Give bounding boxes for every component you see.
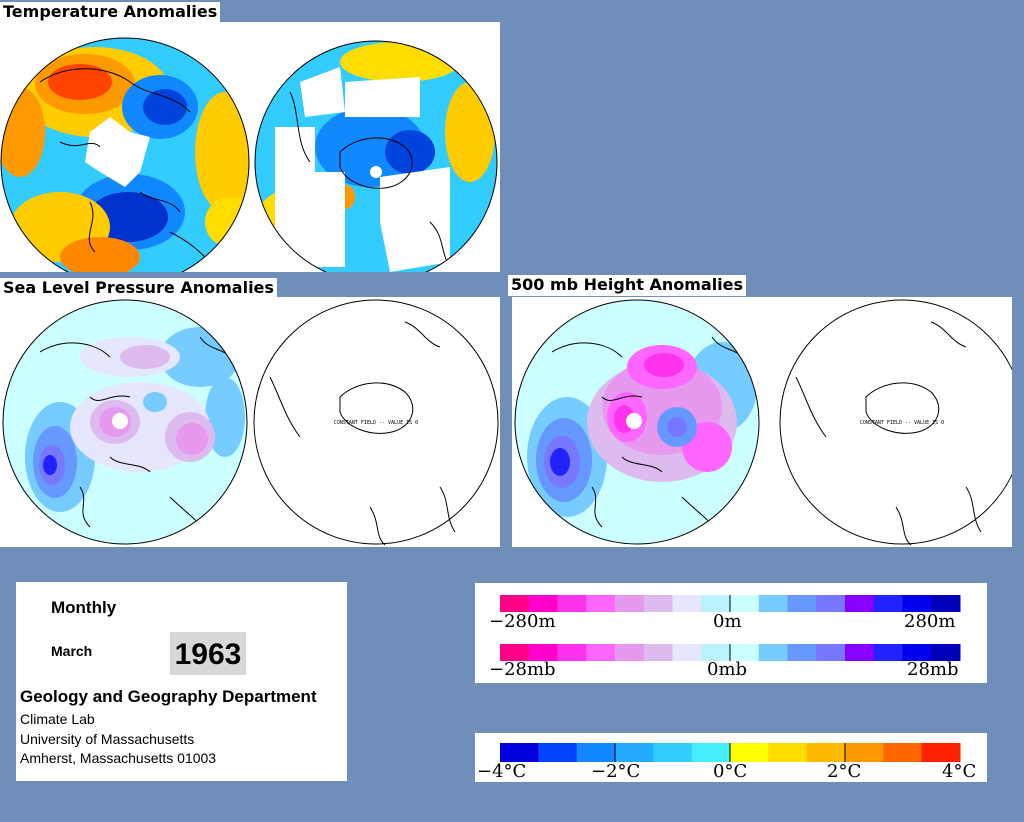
temperature-colorbar-swatch [538, 743, 578, 762]
address: Amherst, Massachusetts 01003 [20, 750, 217, 766]
height-panel: CONSTANT FIELD -- VALUE IS 0 [512, 297, 1012, 547]
height-colorbar-swatch [615, 595, 645, 612]
height-colorbar-swatch [528, 595, 558, 612]
pressure-colorbar-swatch [672, 644, 702, 661]
temperature-colorbar-swatch [883, 743, 923, 762]
height-sh-map [779, 299, 1012, 546]
height-colorbar-swatch [816, 595, 846, 612]
height-colorbar-swatch [672, 595, 702, 612]
slp-constant-field-label: CONSTANT FIELD -- VALUE IS 0 [334, 420, 418, 426]
temp-legend-minus4: −4°C [477, 761, 527, 782]
pressure-colorbar-swatch [557, 644, 587, 661]
temperature-legend: −4°C −2°C 0°C 2°C 4°C [475, 733, 987, 782]
lab-name: Climate Lab [20, 711, 95, 727]
temperature-nh-map [1, 38, 249, 272]
pressure-colorbar-swatch [845, 644, 875, 661]
department-label: Geology and Geography Department [20, 687, 317, 706]
slp-nh-map [3, 300, 247, 544]
temperature-colorbar-swatch [691, 743, 731, 762]
temperature-colorbar-swatch [615, 743, 654, 762]
temperature-colorbar-swatch [576, 743, 616, 762]
temperature-colorbar-swatch [921, 743, 961, 762]
height-nh-map [515, 300, 759, 544]
height-legend-min: −280m [489, 611, 556, 632]
height-colorbar-swatch [557, 595, 587, 612]
temperature-colorbar-swatch [653, 743, 693, 762]
pressure-legend-min: −28mb [489, 659, 556, 680]
slp-title: Sea Level Pressure Anomalies [0, 278, 277, 299]
pressure-colorbar-swatch [586, 644, 616, 661]
temperature-colorbar-swatch [845, 743, 884, 762]
pressure-colorbar-swatch [643, 644, 673, 661]
temperature-colorbar-swatch [730, 743, 769, 762]
period-label: Monthly [51, 598, 117, 617]
temperature-title: Temperature Anomalies [0, 2, 221, 23]
pressure-legend-mid: 0mb [707, 659, 748, 680]
height-colorbar-swatch [787, 595, 817, 612]
pressure-legend-max: 28mb [907, 659, 959, 680]
month-label: March [51, 643, 93, 659]
temp-legend-zero: 0°C [713, 761, 748, 782]
height-colorbar-swatch [931, 595, 961, 612]
height-colorbar-swatch [902, 595, 932, 612]
temperature-sh-map [255, 41, 497, 272]
height-colorbar-swatch [586, 595, 616, 612]
height-colorbar-swatch [500, 595, 530, 612]
height-pressure-colorbars [500, 595, 961, 661]
height-colorbar-swatch [873, 595, 903, 612]
pressure-colorbar-swatch [931, 644, 961, 661]
slp-sh-map [253, 299, 499, 546]
pressure-colorbar-swatch [528, 644, 558, 661]
height-colorbar-swatch [701, 595, 731, 612]
height-colorbar-swatch [758, 595, 788, 612]
height-legend-mid: 0m [713, 611, 742, 632]
temperature-colorbar [500, 743, 961, 762]
pressure-colorbar-swatch [500, 644, 530, 661]
pressure-colorbar-swatch [701, 644, 731, 661]
height-legend-max: 280m [904, 611, 956, 632]
temperature-panel [0, 22, 500, 272]
pressure-colorbar-swatch [758, 644, 788, 661]
pressure-colorbar-swatch [902, 644, 932, 661]
info-box: Monthly March 1963 Geology and Geography… [16, 582, 347, 781]
temp-legend-plus2: 2°C [827, 761, 862, 782]
height-colorbar-swatch [730, 595, 760, 612]
height-pressure-legend: −280m 0m 280m −28mb 0mb 28mb [475, 583, 987, 683]
temperature-colorbar-swatch [806, 743, 846, 762]
pressure-colorbar-swatch [615, 644, 645, 661]
temperature-colorbar-swatch [768, 743, 808, 762]
height-constant-field-label: CONSTANT FIELD -- VALUE IS 0 [860, 420, 944, 426]
slp-panel: CONSTANT FIELD -- VALUE IS 0 [0, 297, 500, 547]
university-name: University of Massachusetts [20, 731, 195, 747]
height-title: 500 mb Height Anomalies [508, 275, 747, 296]
height-colorbar-swatch [643, 595, 673, 612]
pressure-colorbar-swatch [787, 644, 817, 661]
temp-legend-plus4: 4°C [942, 761, 977, 782]
pressure-colorbar-swatch [730, 644, 760, 661]
year-label: 1963 [174, 638, 242, 671]
pressure-colorbar-swatch [873, 644, 903, 661]
temperature-colorbar-swatch [500, 743, 539, 762]
temp-legend-minus2: −2°C [591, 761, 641, 782]
year-box: 1963 [170, 632, 246, 675]
height-colorbar-swatch [845, 595, 875, 612]
pressure-colorbar-swatch [816, 644, 846, 661]
